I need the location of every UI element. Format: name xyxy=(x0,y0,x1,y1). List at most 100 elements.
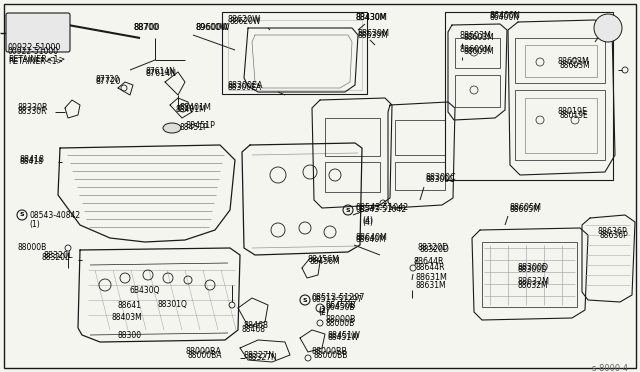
Text: 88000BA: 88000BA xyxy=(186,347,222,356)
Text: 88603M: 88603M xyxy=(460,32,492,41)
Text: 88632M: 88632M xyxy=(518,280,548,289)
Text: 88632M: 88632M xyxy=(518,278,550,286)
Text: 88000B: 88000B xyxy=(18,244,47,253)
Bar xyxy=(515,38,605,83)
Text: 88631M: 88631M xyxy=(415,280,445,289)
Text: 86400N: 86400N xyxy=(490,12,521,20)
Text: 88620W: 88620W xyxy=(228,16,261,25)
Bar xyxy=(455,75,500,107)
Text: 88401M: 88401M xyxy=(180,103,212,112)
Text: RETAINER<1>: RETAINER<1> xyxy=(8,58,63,67)
Text: 88330R: 88330R xyxy=(18,108,47,116)
Text: 88320L: 88320L xyxy=(42,253,70,263)
Bar xyxy=(515,90,605,160)
Text: 87614N: 87614N xyxy=(145,70,176,78)
Text: 88609M: 88609M xyxy=(463,48,493,57)
Text: S: S xyxy=(346,208,350,212)
Bar xyxy=(222,12,367,94)
Text: s 8000 4: s 8000 4 xyxy=(592,364,628,372)
Text: 88636P: 88636P xyxy=(600,231,628,240)
Text: 88451P: 88451P xyxy=(180,124,209,132)
Bar xyxy=(395,162,445,190)
Bar xyxy=(13,28,17,33)
Text: 88330R: 88330R xyxy=(18,103,49,112)
Bar xyxy=(395,120,445,155)
Ellipse shape xyxy=(163,123,181,133)
Text: 96450B: 96450B xyxy=(325,304,355,312)
Text: (4): (4) xyxy=(362,218,373,227)
Bar xyxy=(19,36,23,41)
Text: 88320D: 88320D xyxy=(420,246,450,254)
Text: 88700: 88700 xyxy=(133,23,158,32)
Text: 88605M: 88605M xyxy=(510,205,541,215)
Text: 88640M: 88640M xyxy=(356,235,387,244)
Text: 88451W: 88451W xyxy=(327,334,358,343)
Text: 08543-40842: 08543-40842 xyxy=(29,211,80,219)
Text: 6B430Q: 6B430Q xyxy=(130,285,161,295)
Text: 88000BA: 88000BA xyxy=(188,350,223,359)
Text: 88430M: 88430M xyxy=(356,13,388,22)
Text: (1): (1) xyxy=(29,221,40,230)
Text: 88418: 88418 xyxy=(20,155,45,164)
Text: 88639M: 88639M xyxy=(358,31,388,39)
Bar xyxy=(325,162,380,192)
Text: 88418: 88418 xyxy=(20,157,44,167)
Text: 88603M: 88603M xyxy=(557,58,589,67)
Text: 88603M: 88603M xyxy=(560,61,591,70)
Text: 08543-51042: 08543-51042 xyxy=(355,205,406,215)
Text: 88609M: 88609M xyxy=(460,45,492,55)
Text: (2): (2) xyxy=(318,308,329,317)
Text: (2): (2) xyxy=(318,305,329,314)
Text: 88000BB: 88000BB xyxy=(312,347,348,356)
Text: 88639M: 88639M xyxy=(358,29,390,38)
Bar xyxy=(19,28,23,33)
Text: 88451W: 88451W xyxy=(327,331,360,340)
Text: 88000B: 88000B xyxy=(325,318,355,327)
Text: 8B430M: 8B430M xyxy=(356,13,387,22)
Bar xyxy=(13,36,17,41)
Text: 88300: 88300 xyxy=(118,330,142,340)
Circle shape xyxy=(594,14,622,42)
Bar xyxy=(525,45,597,77)
Bar xyxy=(19,20,23,25)
Text: 08513-51297: 08513-51297 xyxy=(312,294,365,302)
Text: 88000B: 88000B xyxy=(325,315,355,324)
Text: S: S xyxy=(20,212,24,218)
Text: 88019E: 88019E xyxy=(560,110,589,119)
Text: 88300C: 88300C xyxy=(426,173,456,183)
Text: S: S xyxy=(303,298,307,302)
Text: 88300D: 88300D xyxy=(518,266,548,275)
Bar xyxy=(445,12,613,180)
Text: 86400N: 86400N xyxy=(490,13,520,22)
Bar xyxy=(13,20,17,25)
Text: 88631M: 88631M xyxy=(415,273,447,282)
Text: 88320D: 88320D xyxy=(418,244,449,253)
Text: 88300C: 88300C xyxy=(426,176,456,185)
Text: 88603M: 88603M xyxy=(463,33,493,42)
Text: 89600W: 89600W xyxy=(195,23,228,32)
Text: 00922-51000: 00922-51000 xyxy=(8,48,59,57)
Text: 88468: 88468 xyxy=(244,321,269,330)
Text: 08513-51297: 08513-51297 xyxy=(312,295,363,305)
Text: (4): (4) xyxy=(362,215,373,224)
Text: 88301Q: 88301Q xyxy=(158,301,188,310)
Text: 88451P: 88451P xyxy=(185,121,215,129)
Text: RETAINER<1>: RETAINER<1> xyxy=(8,55,65,64)
Text: 88636P: 88636P xyxy=(598,228,628,237)
Text: 88300EA: 88300EA xyxy=(228,83,262,93)
Text: 88327N: 88327N xyxy=(244,350,275,359)
Text: 88644R: 88644R xyxy=(414,257,445,266)
Text: 87720: 87720 xyxy=(96,77,122,87)
Text: 88320L: 88320L xyxy=(44,251,74,260)
Text: 88401M: 88401M xyxy=(175,106,205,115)
Text: 88620W: 88620W xyxy=(230,17,262,26)
Bar xyxy=(482,242,577,307)
FancyBboxPatch shape xyxy=(6,13,70,52)
Text: 88640M: 88640M xyxy=(355,234,387,243)
Text: 00922-51000: 00922-51000 xyxy=(8,44,61,52)
Text: 88644R: 88644R xyxy=(415,263,445,273)
Text: 87720: 87720 xyxy=(95,76,119,84)
Bar xyxy=(325,118,380,156)
Text: 88605M: 88605M xyxy=(510,203,542,212)
Text: 88700: 88700 xyxy=(133,23,159,32)
